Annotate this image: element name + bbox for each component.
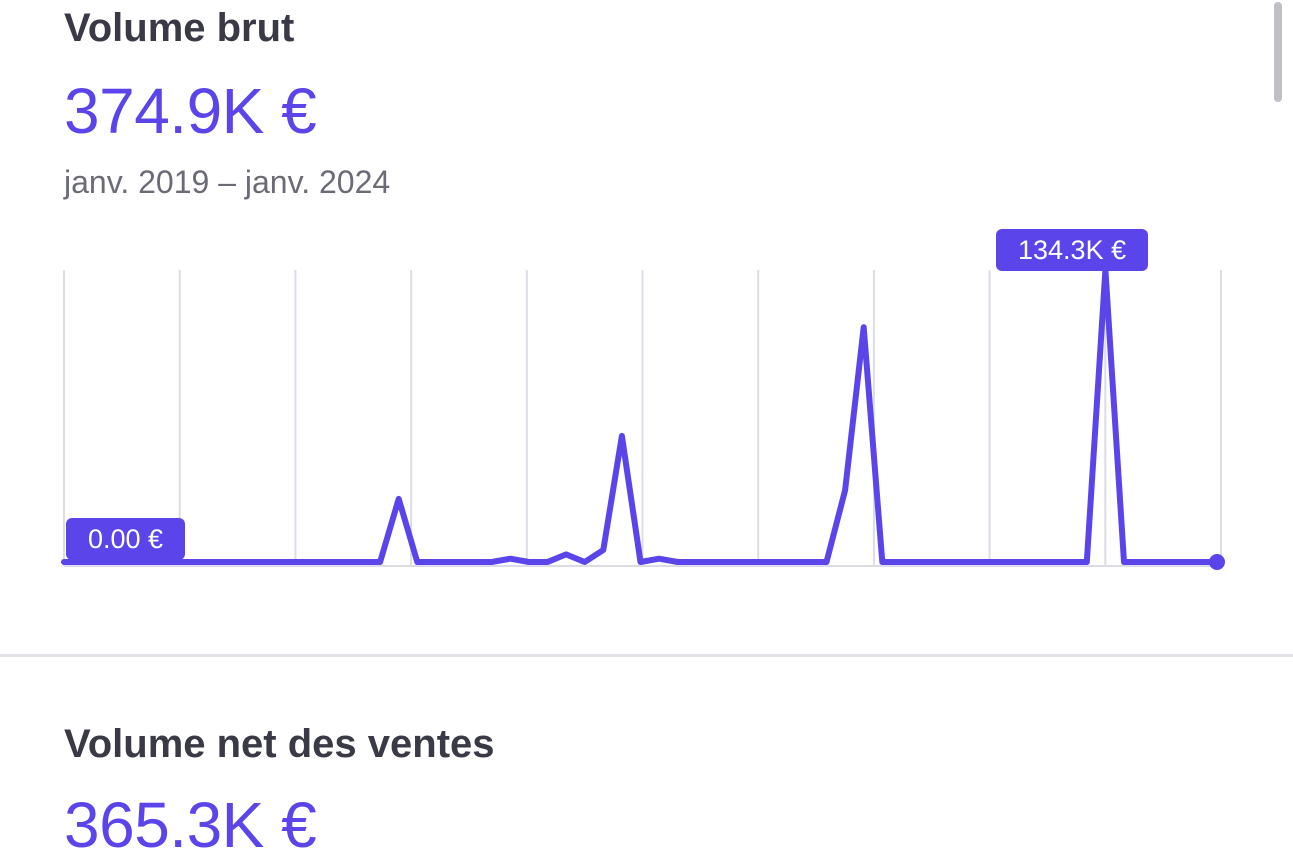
net-sales-volume-title: Volume net des ventes — [64, 722, 495, 766]
max-value-label: 134.3K € — [996, 229, 1149, 271]
gross-volume-title: Volume brut — [64, 6, 295, 50]
series-end-point[interactable] — [1209, 554, 1225, 570]
min-value-label: 0.00 € — [66, 518, 186, 560]
scrollbar[interactable] — [1274, 2, 1282, 102]
gross-volume-value: 374.9K € — [64, 75, 317, 147]
gross-volume-line — [61, 267, 1220, 565]
chart-grid — [63, 270, 1222, 566]
net-sales-volume-value: 365.3K € — [64, 789, 317, 858]
gross-volume-chart — [61, 267, 1225, 570]
date-range: janv. 2019 – janv. 2024 — [64, 164, 391, 200]
section-divider — [0, 654, 1293, 657]
